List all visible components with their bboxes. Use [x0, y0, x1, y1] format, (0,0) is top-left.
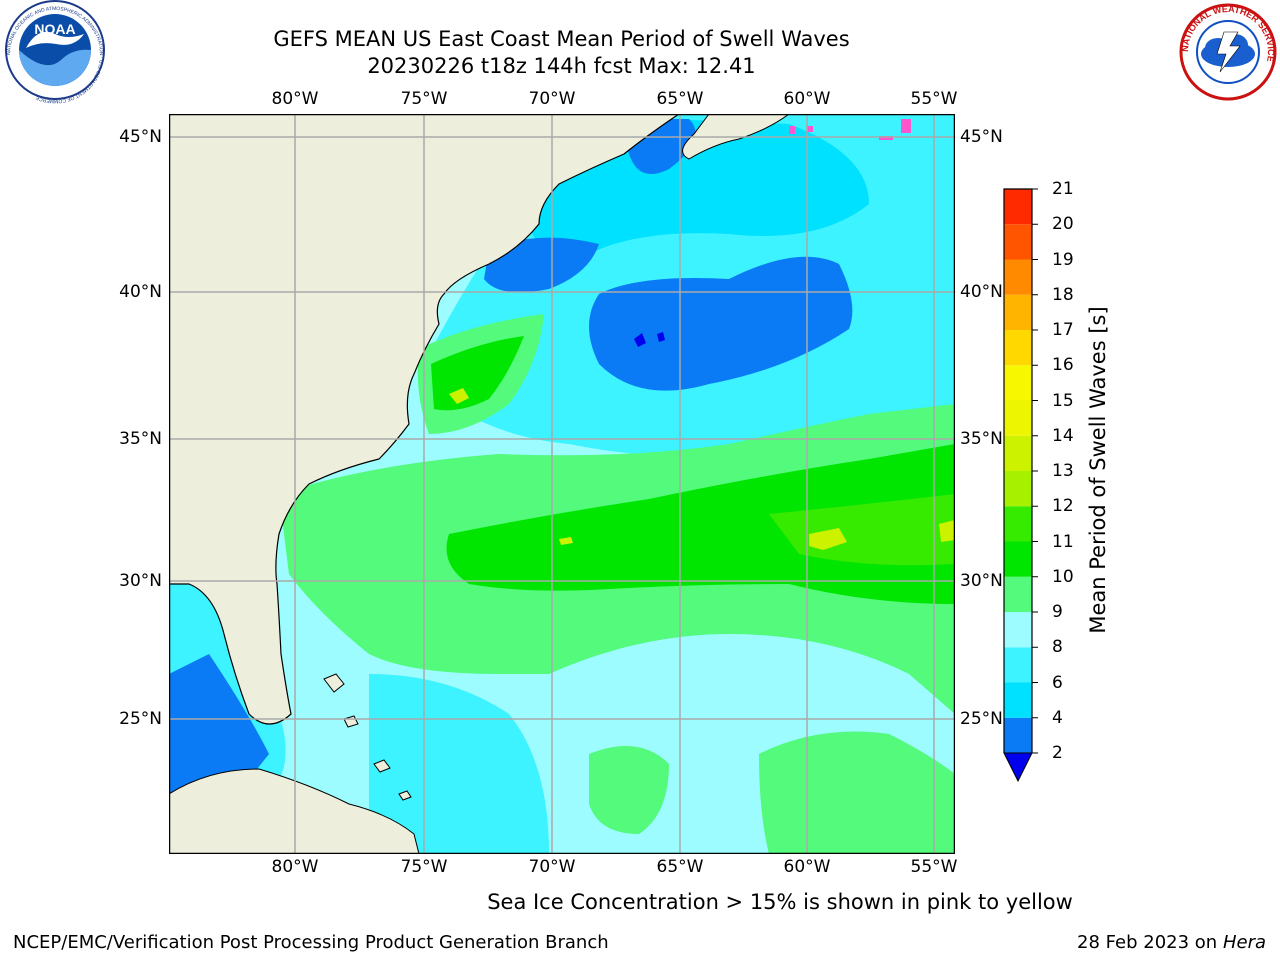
lat-label-left: 45°N: [119, 127, 162, 147]
lon-label-top: 80°W: [271, 89, 319, 109]
colorbar-segment: [1004, 365, 1032, 401]
swell-zone-bright-band: [446, 444, 954, 604]
swell-zone-blue-east: [589, 256, 853, 391]
colorbar-tick-label: 6: [1052, 672, 1063, 693]
colorbar-segment: [1004, 717, 1032, 753]
lon-label-top: 70°W: [528, 89, 576, 109]
colorbar-tick-label: 2: [1052, 743, 1063, 763]
colorbar-tick-label: 10: [1052, 566, 1074, 587]
swell-zone-blue-north: [484, 237, 599, 293]
colorbar: [1003, 188, 1038, 783]
colorbar-segment: [1004, 506, 1032, 542]
colorbar-tick-label: 21: [1052, 179, 1074, 199]
lon-label-top: 55°W: [910, 89, 958, 109]
colorbar-segment: [1004, 294, 1032, 330]
nws-logo: NATIONAL WEATHER SERVICE: [1179, 3, 1277, 101]
lon-label-top: 75°W: [400, 89, 448, 109]
noaa-logo: NOAA NATIONAL OCEANIC AND ATMOSPHERIC AD…: [5, 0, 105, 104]
colorbar-tick-label: 9: [1052, 602, 1063, 622]
land-cuba: [169, 768, 420, 854]
swell-period-map: [169, 114, 955, 854]
lat-label-right: 25°N: [960, 709, 1003, 729]
lon-label-top: 65°W: [656, 89, 704, 109]
lon-label-bottom: 75°W: [400, 857, 448, 877]
colorbar-tick-label: 4: [1052, 707, 1063, 728]
lat-label-right: 45°N: [960, 127, 1003, 147]
swell-zone-peak-hatteras: [449, 388, 469, 404]
colorbar-tick-label: 19: [1052, 249, 1074, 270]
colorbar-segment: [1004, 471, 1032, 507]
colorbar-tick-label: 20: [1052, 214, 1074, 235]
colorbar-under-arrow: [1003, 752, 1033, 783]
sea-ice-note: Sea Ice Concentration > 15% is shown in …: [0, 890, 1280, 914]
colorbar-segment: [1004, 224, 1032, 260]
footer-host: Hera: [1222, 932, 1266, 953]
colorbar-segment: [1004, 576, 1032, 612]
colorbar-tick-label: 17: [1052, 320, 1074, 340]
chart-subtitle: 20230226 t18z 144h fcst Max: 12.41: [367, 54, 756, 78]
lon-label-bottom: 65°W: [656, 857, 704, 877]
colorbar-tick-label: 11: [1052, 531, 1074, 552]
land-bahamas: [323, 673, 412, 801]
lat-label-left: 30°N: [119, 571, 162, 591]
lon-label-bottom: 70°W: [528, 857, 576, 877]
map-frame: [169, 114, 955, 854]
land-us-east-coast: [169, 114, 681, 725]
colorbar-tick-label: 18: [1052, 284, 1074, 305]
sea-ice-note-text: Sea Ice Concentration > 15% is shown in …: [487, 890, 1073, 914]
footer-date: 28 Feb 2023 on Hera: [1077, 932, 1266, 953]
colorbar-tick-label: 14: [1052, 425, 1074, 446]
colorbar-tick-label: 8: [1052, 637, 1063, 658]
chart-title: GEFS MEAN US East Coast Mean Period of S…: [273, 27, 850, 51]
colorbar-segment: [1004, 400, 1032, 436]
swell-zone-dark-spot: [634, 332, 665, 347]
swell-zone-green-southwest: [589, 746, 669, 834]
colorbar-tick-label: 13: [1052, 461, 1074, 481]
footer-credit: NCEP/EMC/Verification Post Processing Pr…: [13, 932, 609, 953]
lat-label-left: 35°N: [119, 429, 162, 449]
lat-label-right: 40°N: [960, 282, 1003, 302]
lon-label-bottom: 80°W: [271, 857, 319, 877]
colorbar-tick-label: 16: [1052, 355, 1074, 376]
colorbar-segment: [1004, 647, 1032, 683]
colorbar-segment: [1004, 541, 1032, 577]
lon-label-bottom: 60°W: [783, 857, 831, 877]
lat-label-right: 35°N: [960, 429, 1003, 449]
lat-label-left: 25°N: [119, 709, 162, 729]
swell-zone-bright-hatteras: [431, 336, 524, 411]
lat-label-left: 40°N: [119, 282, 162, 302]
colorbar-segment: [1004, 189, 1032, 225]
colorbar-segment: [1004, 612, 1032, 648]
colorbar-label: Mean Period of Swell Waves [s]: [1086, 306, 1110, 634]
colorbar-segment: [1004, 330, 1032, 366]
colorbar-segment: [1004, 259, 1032, 295]
noaa-logo-text: NOAA: [34, 21, 75, 37]
colorbar-segment: [1004, 435, 1032, 471]
map-gridlines: [169, 114, 955, 854]
lon-label-top: 60°W: [783, 89, 831, 109]
colorbar-tick-label: 15: [1052, 390, 1074, 411]
footer-date-text: 28 Feb 2023 on: [1077, 932, 1218, 953]
lon-label-bottom: 55°W: [910, 857, 958, 877]
colorbar-tick-label: 12: [1052, 496, 1074, 517]
lat-label-right: 30°N: [960, 571, 1003, 591]
colorbar-segment: [1004, 682, 1032, 718]
